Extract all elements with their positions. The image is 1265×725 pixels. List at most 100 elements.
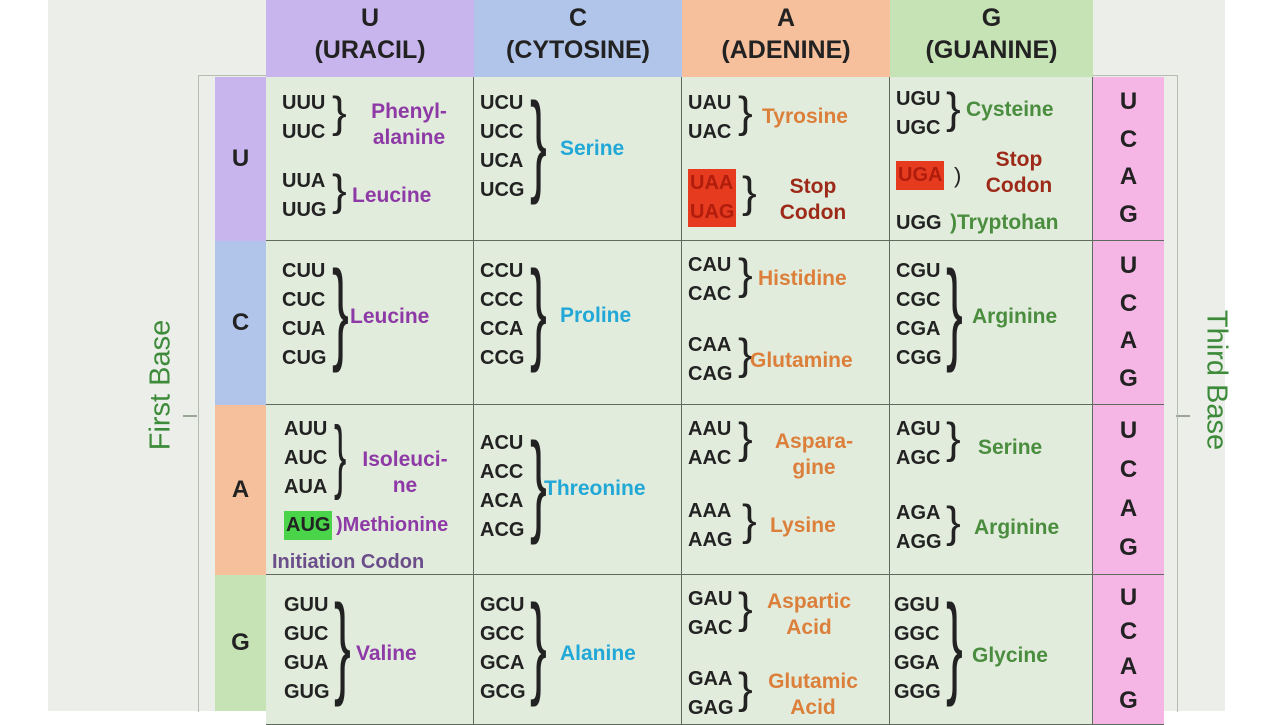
codon-group: CCU CCC CCA CCG [480,260,525,369]
codon-group: ACU ACC ACA ACG [480,432,525,541]
brace: ) [954,163,962,188]
amino-acid-label: Lysine [770,514,836,537]
codon-group: UAU UAC [688,92,732,143]
brace: } [530,80,547,205]
cell-gc: GCU GCC GCA GCG } Alanine [474,575,682,725]
divider [183,415,197,417]
cell-cg: CGU CGC CGA CGG } Arginine [890,241,1093,405]
header-cytosine: C (CYTOSINE) [474,0,682,77]
cell-ac: ACU ACC ACA ACG } Threonine [474,405,682,575]
codon-group: AAA AAG [688,500,733,551]
cell-ca: CAU CAC } Histidine CAA CAG } Glutamine [682,241,890,405]
amino-acid-label: Phenyl-alanine [371,100,447,149]
codon-group: CAA CAG [688,334,733,385]
brace: } [738,664,753,713]
amino-acid-label: Cysteine [966,98,1054,121]
amino-acid-label: Aspara-gine [774,430,854,479]
brace: } [332,166,347,215]
amino-acid-label: Serine [978,436,1043,459]
brace: } [946,248,963,373]
brace: } [738,330,753,379]
brace: } [946,414,961,463]
codon-group: AGU AGC [896,418,941,469]
brace: } [530,248,547,373]
stop-codon-group: UAA UAG [688,169,737,227]
brace: } [332,248,349,373]
header-uracil: U (URACIL) [266,0,474,77]
codon-group: GCU GCC GCA GCG [480,594,526,703]
codon-group: AGA AGG [896,502,942,553]
brace: } [946,498,961,547]
amino-acid-label: Leucine [350,305,430,328]
codon-group: UGG [896,212,942,234]
brace: } [332,88,347,137]
codon-group: AUU AUC AUA [284,418,328,498]
start-codon-group: AUG [284,511,333,540]
amino-acid-label: Serine [560,137,625,160]
brace: } [738,250,753,299]
brace: } [946,84,961,133]
codon-group: GAA GAG [688,668,734,719]
brace: } [946,582,963,707]
amino-acid-label: Proline [560,304,632,327]
amino-acid-label: Aspartic Acid [766,590,852,639]
amino-acid-label: )Tryptohan [950,211,1059,234]
codon-group: CAU CAC [688,254,732,305]
codon-group: UGU UGC [896,88,941,139]
brace: } [530,582,547,707]
cell-ua: UAU UAC } Tyrosine UAA UAG } Stop Codon [682,77,890,241]
codon-group: CUU CUC CUA CUG [282,260,327,369]
brace: } [742,496,757,545]
brace: } [742,168,757,217]
amino-acid-label: Glutamic Acid [768,670,858,719]
divider [1176,415,1190,417]
third-base-label: Third Base [1200,309,1233,451]
amino-acid-label: Histidine [758,267,847,290]
cell-aa: AAU AAC } Aspara-gine AAA AAG } Lysine [682,405,890,575]
codon-group: AAU AAC [688,418,732,469]
amino-acid-label: Alanine [560,642,636,665]
codon-group: GAU GAC [688,588,733,639]
cell-au: AUU AUC AUA } Isoleuci-ne AUG )Methionine … [266,405,474,575]
stop-codon-group: UGA [896,161,945,190]
stop-codon-label: Stop Codon [985,148,1053,197]
amino-acid-label: Arginine [972,305,1058,328]
codon-group: GGU GGC GGA GGG [894,594,941,703]
row-label-u: U [215,77,266,241]
codon-table-slide: First Base Third Base U (URACIL) C (CYTO… [48,0,1233,725]
cell-ug: UGU UGC } Cysteine UGA ) Stop Codon UGG )T… [890,77,1093,241]
brace: } [738,584,753,633]
amino-acid-label: Tyrosine [762,105,848,128]
stop-codon-label: Stop Codon [779,175,847,224]
cell-uu: UUU UUC } Phenyl-alanine UUA UUG } Leucine [266,77,474,241]
cell-gg: GGU GGC GGA GGG } Glycine [890,575,1093,725]
amino-acid-label: )Methionine [336,514,449,536]
amino-acid-label: Valine [356,642,417,665]
codon-group: UCU UCC UCA UCG [480,92,525,201]
amino-acid-label: Isoleuci-ne [362,448,448,497]
row-label-c: C [215,241,266,405]
brace: } [334,582,351,707]
header-guanine: G (GUANINE) [890,0,1093,77]
brace: } [334,410,347,501]
brace: } [738,414,753,463]
codon-group: CGU CGC CGA CGG [896,260,942,369]
cell-cc: CCU CCC CCA CCG } Proline [474,241,682,405]
first-base-label: First Base [144,319,177,451]
amino-acid-label: Glycine [972,644,1048,667]
header-adenine: A (ADENINE) [682,0,890,77]
amino-acid-label: Arginine [974,516,1060,539]
codon-group: GUU GUC GUA GUG [284,594,330,703]
row-label-a: A [215,405,266,575]
initiation-codon-note: Initiation Codon [272,551,425,573]
row-label-g: G [215,575,266,711]
cell-ga: GAU GAC } Aspartic Acid GAA GAG } Glutamic A… [682,575,890,725]
cell-cu: CUU CUC CUA CUG } Leucine [266,241,474,405]
amino-acid-label: Threonine [544,477,646,500]
amino-acid-label: Leucine [352,184,432,207]
codon-group: UUA UUG [282,170,327,221]
